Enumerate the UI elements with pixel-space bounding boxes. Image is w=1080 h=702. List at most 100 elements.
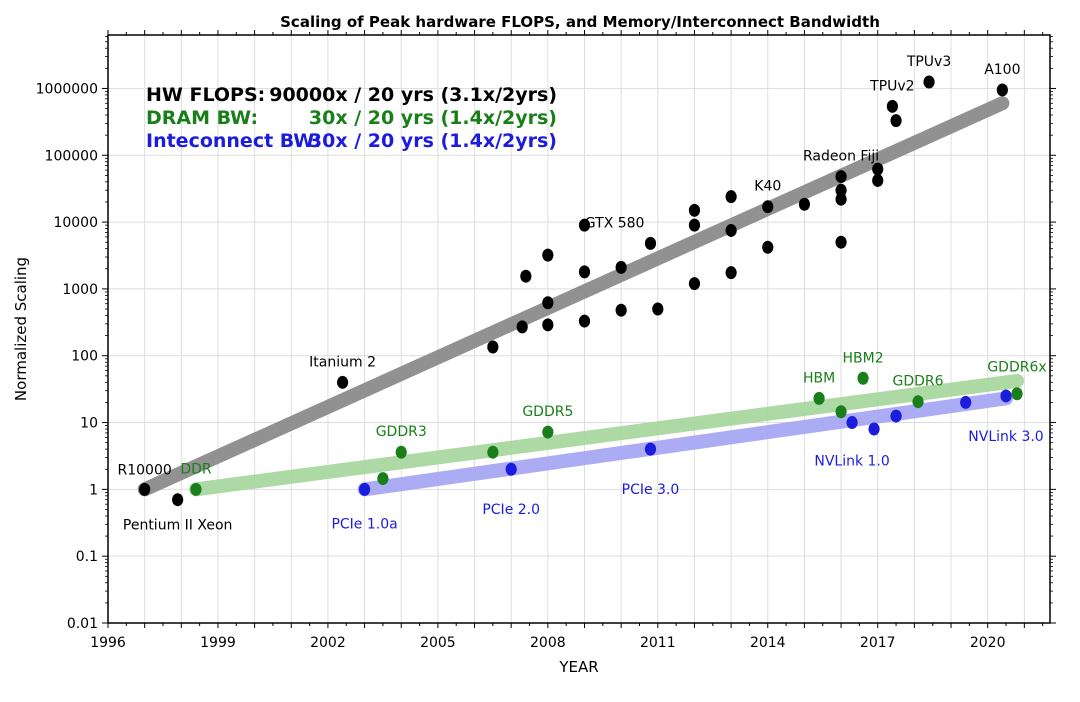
point-hw-flops xyxy=(762,240,774,254)
data-points xyxy=(139,75,1023,507)
point-hw-flops xyxy=(139,482,151,496)
annotation-ddr: DDR xyxy=(180,461,212,477)
annotation-tpuv2: TPUv2 xyxy=(869,78,914,94)
annotation-nvlink-1-0: NVLink 1.0 xyxy=(814,454,889,470)
trend-line-dram-bw-trend xyxy=(188,373,1025,497)
annotation-pcie-2-0: PCIe 2.0 xyxy=(482,502,540,518)
point-interconnect-bw xyxy=(868,422,880,436)
point-interconnect-bw xyxy=(505,462,517,476)
x-tick-label: 2005 xyxy=(420,635,456,651)
y-tick-label: 1000000 xyxy=(36,81,98,97)
x-tick-label: 2020 xyxy=(970,635,1006,651)
point-hw-flops xyxy=(520,269,532,283)
point-interconnect-bw xyxy=(960,395,972,409)
annotation-tpuv3: TPUv3 xyxy=(906,54,951,70)
point-hw-flops xyxy=(688,203,701,217)
trend-line-interconnect-bw-trend xyxy=(357,391,1014,497)
annotation-hbm2: HBM2 xyxy=(843,350,884,366)
plot-frame xyxy=(107,34,1051,624)
point-hw-flops xyxy=(652,302,664,316)
point-hw-flops xyxy=(835,192,847,206)
point-dram-bw xyxy=(835,405,847,419)
point-dram-bw xyxy=(395,445,407,459)
annotation-radeon-fiji: Radeon Fiji xyxy=(803,149,879,165)
annotation-pcie-1-0a: PCIe 1.0a xyxy=(331,516,397,532)
annotation-nvlink-3-0: NVLink 3.0 xyxy=(968,429,1043,445)
point-hw-flops xyxy=(615,260,627,274)
annotation-pcie-3-0: PCIe 3.0 xyxy=(622,482,680,498)
legend-name-interconnect-bw: Inteconnect BW: xyxy=(146,130,321,152)
x-tick-label: 2014 xyxy=(750,635,786,651)
point-hw-flops xyxy=(886,99,898,113)
point-hw-flops xyxy=(542,248,554,262)
x-tick-label: 2011 xyxy=(640,635,676,651)
point-dram-bw xyxy=(813,391,825,405)
annotation-gddr3: GDDR3 xyxy=(376,424,427,440)
point-hw-flops xyxy=(542,296,554,310)
annotation-a100: A100 xyxy=(984,62,1020,78)
x-axis-ticks: 1996 1999 2002 2005 2008 2011 2014 2017 2020 xyxy=(90,30,1044,651)
x-tick-label: 2017 xyxy=(860,635,896,651)
point-hw-flops xyxy=(542,318,554,332)
point-hw-flops xyxy=(688,277,701,291)
legend: HW FLOPS: 90000x / 20 yrs (3.1x/2yrs) DR… xyxy=(146,84,557,152)
point-interconnect-bw xyxy=(846,416,858,430)
point-hw-flops xyxy=(923,75,935,89)
annotation-r10000: R10000 xyxy=(118,462,172,478)
point-hw-flops xyxy=(762,200,774,214)
point-hw-flops xyxy=(835,235,847,249)
point-hw-flops xyxy=(578,265,591,279)
point-hw-flops xyxy=(688,218,701,232)
point-dram-bw xyxy=(857,371,869,385)
annotation-pentium-ii-xeon: Pentium II Xeon xyxy=(123,518,233,534)
point-hw-flops xyxy=(725,266,737,280)
annotation-hbm: HBM xyxy=(803,370,835,386)
legend-value-dram-bw: 30x / 20 yrs (1.4x/2yrs) xyxy=(309,107,557,129)
y-tick-label: 1000 xyxy=(62,282,98,298)
annotation-gddr5: GDDR5 xyxy=(522,404,573,420)
point-dram-bw xyxy=(377,472,389,486)
point-hw-flops xyxy=(615,303,627,317)
point-hw-flops xyxy=(487,340,499,354)
point-hw-flops xyxy=(798,197,811,211)
x-tick-label: 1996 xyxy=(90,635,126,651)
legend-name-hw-flops: HW FLOPS: xyxy=(146,84,265,106)
y-axis-ticks: 0.01 0.1 1 10 100 1000 10000 100000 1000000 xyxy=(36,36,1056,632)
annotation-k40: K40 xyxy=(754,179,781,195)
point-dram-bw xyxy=(912,395,924,409)
trend-lines xyxy=(137,96,1025,497)
y-tick-label: 10000 xyxy=(53,215,98,231)
point-dram-bw xyxy=(1011,387,1023,401)
point-dram-bw xyxy=(542,425,554,439)
annotation-gddr6: GDDR6 xyxy=(893,374,944,390)
y-axis-label: Normalized Scaling xyxy=(12,257,30,401)
point-hw-flops xyxy=(996,83,1008,97)
point-dram-bw xyxy=(487,445,499,459)
point-hw-flops xyxy=(835,183,847,197)
y-tick-label: 1 xyxy=(89,482,98,498)
chart-title: Scaling of Peak hardware FLOPS, and Memo… xyxy=(280,13,880,31)
legend-value-interconnect-bw: 30x / 20 yrs (1.4x/2yrs) xyxy=(309,130,557,152)
point-hw-flops xyxy=(516,320,528,334)
point-interconnect-bw xyxy=(890,409,902,423)
y-tick-label: 100 xyxy=(71,349,98,365)
point-hw-flops xyxy=(835,170,847,184)
y-tick-label: 100000 xyxy=(45,148,98,164)
legend-name-dram-bw: DRAM BW: xyxy=(146,107,258,129)
trend-line-hw-flops-trend xyxy=(137,96,1010,497)
annotation-itanium-2: Itanium 2 xyxy=(309,354,376,370)
point-hw-flops xyxy=(336,375,349,389)
point-hw-flops xyxy=(644,236,657,250)
point-annotations: R10000 Pentium II Xeon Itanium 2 GTX 580 K40… xyxy=(118,54,1047,534)
point-interconnect-bw xyxy=(644,442,657,456)
point-hw-flops xyxy=(872,162,884,176)
point-hw-flops xyxy=(578,218,591,232)
point-interconnect-bw xyxy=(358,482,371,496)
legend-value-hw-flops: 90000x / 20 yrs (3.1x/2yrs) xyxy=(269,84,557,106)
annotation-gtx-580: GTX 580 xyxy=(585,215,645,231)
x-axis-label: YEAR xyxy=(558,658,598,676)
y-tick-label: 0.1 xyxy=(76,549,98,565)
point-hw-flops xyxy=(172,493,184,507)
point-interconnect-bw xyxy=(1000,389,1012,403)
